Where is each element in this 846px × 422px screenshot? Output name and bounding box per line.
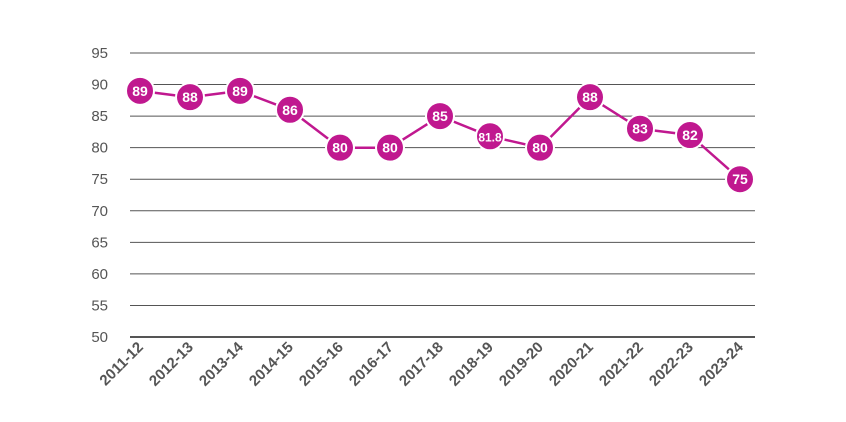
data-label: 88 bbox=[582, 89, 598, 105]
y-tick-label: 70 bbox=[91, 203, 108, 220]
grid-lines bbox=[130, 52, 755, 338]
y-tick-label: 75 bbox=[91, 171, 108, 188]
x-tick-label: 2022-23 bbox=[646, 339, 697, 390]
x-tick-label: 2012-13 bbox=[146, 339, 197, 390]
y-tick-label: 90 bbox=[91, 77, 108, 94]
data-point-marker bbox=[525, 132, 555, 163]
x-tick-label: 2014-15 bbox=[246, 339, 297, 390]
x-tick-label: 2017-18 bbox=[396, 339, 447, 390]
x-tick-label: 2013-14 bbox=[196, 338, 247, 389]
data-label: 80 bbox=[532, 140, 548, 156]
data-label: 82 bbox=[682, 127, 698, 143]
data-point-marker bbox=[325, 132, 355, 163]
y-axis: 50 55 60 65 70 75 80 85 90 95 bbox=[91, 45, 108, 346]
data-point-marker bbox=[675, 120, 705, 151]
y-tick-label: 65 bbox=[91, 234, 108, 251]
data-point-marker bbox=[575, 82, 605, 113]
y-tick-label: 85 bbox=[91, 108, 108, 125]
data-point-marker bbox=[175, 82, 205, 113]
data-label: 89 bbox=[132, 83, 148, 99]
x-tick-label: 2015-16 bbox=[296, 339, 347, 390]
x-tick-label: 2016-17 bbox=[346, 339, 397, 390]
data-label: 85 bbox=[432, 108, 448, 124]
x-tick-label: 2020-21 bbox=[546, 339, 597, 390]
x-tick-label: 2019-20 bbox=[496, 339, 547, 390]
data-series bbox=[125, 75, 755, 195]
data-label: 89 bbox=[232, 83, 248, 99]
x-tick-label: 2018-19 bbox=[446, 339, 497, 390]
x-tick-label: 2023-24 bbox=[696, 338, 747, 389]
data-label: 86 bbox=[282, 102, 298, 118]
data-label: 83 bbox=[632, 121, 648, 137]
data-label: 80 bbox=[332, 140, 348, 156]
data-label: 80 bbox=[382, 140, 398, 156]
data-point-marker bbox=[225, 75, 255, 106]
data-point-marker bbox=[275, 94, 305, 125]
data-label: 88 bbox=[182, 89, 198, 105]
data-point-marker bbox=[125, 75, 155, 106]
data-label: 81.8 bbox=[478, 130, 502, 144]
data-point-marker bbox=[725, 164, 755, 195]
y-tick-label: 50 bbox=[91, 329, 108, 346]
data-point-marker bbox=[625, 113, 655, 144]
data-labels: 89 88 89 86 80 80 85 81.8 80 88 83 82 75 bbox=[132, 83, 748, 187]
data-label: 75 bbox=[732, 171, 748, 187]
x-axis: 2011-12 2012-13 2013-14 2014-15 2015-16 2016-… bbox=[96, 338, 747, 389]
y-tick-label: 80 bbox=[91, 140, 108, 157]
x-tick-label: 2021-22 bbox=[596, 339, 647, 390]
data-point-marker bbox=[475, 121, 505, 152]
data-point-marker bbox=[425, 101, 455, 132]
y-tick-label: 95 bbox=[91, 45, 108, 62]
y-tick-label: 60 bbox=[91, 266, 108, 283]
x-tick-label: 2011-12 bbox=[96, 339, 146, 389]
data-point-marker bbox=[375, 132, 405, 163]
y-tick-label: 55 bbox=[91, 297, 108, 314]
